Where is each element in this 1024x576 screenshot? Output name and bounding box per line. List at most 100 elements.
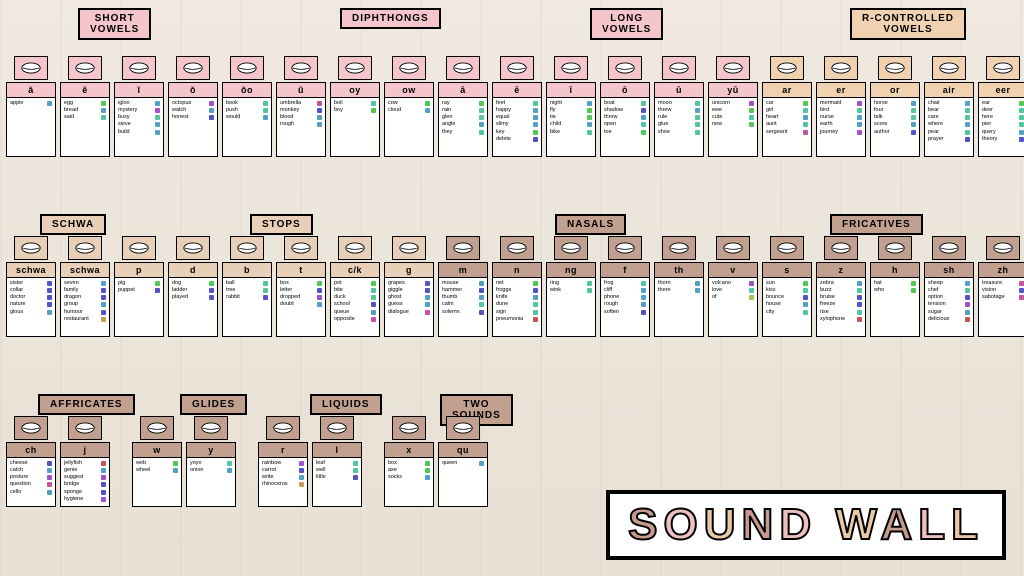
- phoneme-card: ōboatshadowthrowopentoe: [600, 82, 650, 157]
- card-words: balltreerabbit: [223, 278, 271, 336]
- phoneme-card: shsheepchefoptiontensionsugardelicious: [924, 262, 974, 337]
- section-label: STOPS: [250, 214, 313, 235]
- card-header: n: [493, 263, 541, 278]
- sound-column: chcheesecatchposturequestioncello: [6, 416, 56, 507]
- card-words: igloomysterybusysievebuild: [115, 98, 163, 156]
- phoneme-card: schwasistercollardoctornatureglous: [6, 262, 56, 337]
- mouth-icon: [878, 236, 912, 260]
- mouth-icon: [662, 56, 696, 80]
- phoneme-card: wwebwheel: [132, 442, 182, 507]
- card-header: m: [439, 263, 487, 278]
- sound-column: zhtreasurevisionsabotage: [978, 236, 1024, 337]
- sound-column: ĕeggbreadsaid: [60, 56, 110, 157]
- phoneme-card: zhtreasurevisionsabotage: [978, 262, 1024, 337]
- phoneme-card: ssunkissbouncehousecity: [762, 262, 812, 337]
- mouth-icon: [338, 56, 372, 80]
- card-header: ā: [439, 83, 487, 98]
- phoneme-card: zzebrabuzzbruisefreezerisexylophone: [816, 262, 866, 337]
- phoneme-card: ēfeethappyequalslimykeydelete: [492, 82, 542, 157]
- sound-column: ddogladderplayed: [168, 236, 218, 337]
- card-words: octopuswatchhonest: [169, 98, 217, 156]
- phoneme-card: ĭigloomysterybusysievebuild: [114, 82, 164, 157]
- sound-column: ōboatshadowthrowopentoe: [600, 56, 650, 157]
- phoneme-card: ĕeggbreadsaid: [60, 82, 110, 157]
- sound-column: lleafwelllittle: [312, 416, 362, 507]
- phoneme-card: xboxaxesocks: [384, 442, 434, 507]
- sound-column: ngringwink: [546, 236, 596, 337]
- card-header: f: [601, 263, 649, 278]
- card-words: cargirlheartauntsergeant: [763, 98, 811, 156]
- phoneme-card: īnightflytiechildbike: [546, 82, 596, 157]
- card-header: d: [169, 263, 217, 278]
- mouth-icon: [716, 236, 750, 260]
- sound-column: ppigpuppet: [114, 236, 164, 337]
- section-label: SHORTVOWELS: [78, 8, 151, 40]
- mouth-icon: [68, 416, 102, 440]
- card-words: ringwink: [547, 278, 595, 336]
- card-words: jellyfishgeniesuggestbridgespongehygiene: [61, 458, 109, 506]
- mouth-icon: [824, 236, 858, 260]
- sound-wall-title: SOUND WALL: [606, 490, 1006, 560]
- card-header: y: [187, 443, 235, 458]
- card-header: l: [313, 443, 361, 458]
- card-words: frogcliffphoneroughsoften: [601, 278, 649, 336]
- phoneme-card: ngringwink: [546, 262, 596, 337]
- sound-column: ăapple: [6, 56, 56, 157]
- card-header: ō: [601, 83, 649, 98]
- sound-column: zzebrabuzzbruisefreezerisexylophone: [816, 236, 866, 337]
- sound-column: oyboilboy: [330, 56, 380, 157]
- mouth-icon: [320, 416, 354, 440]
- card-words: dogladderplayed: [169, 278, 217, 336]
- sound-column: schwasistercollardoctornatureglous: [6, 236, 56, 337]
- mouth-icon: [194, 416, 228, 440]
- phoneme-card: hhatwho: [870, 262, 920, 337]
- card-header: ow: [385, 83, 433, 98]
- phoneme-card: lleafwelllittle: [312, 442, 362, 507]
- sound-column: schwasevenfamilydragongrouphumourrestaur…: [60, 236, 110, 337]
- sound-column: ssunkissbouncehousecity: [762, 236, 812, 337]
- card-header: ĭ: [115, 83, 163, 98]
- card-words: webwheel: [133, 458, 181, 506]
- card-header: h: [871, 263, 919, 278]
- phoneme-card: ŏobookpushwould: [222, 82, 272, 157]
- mouth-icon: [770, 56, 804, 80]
- mouth-icon: [554, 56, 588, 80]
- sound-column: hhatwho: [870, 236, 920, 337]
- card-header: ar: [763, 83, 811, 98]
- sound-column: ārayrainglenanglethey: [438, 56, 488, 157]
- phoneme-card: mmousehammerthumbcalmsolemn: [438, 262, 488, 337]
- mouth-icon: [500, 236, 534, 260]
- sound-column: ŭumbrellamonkeybloodrough: [276, 56, 326, 157]
- card-header: ē: [493, 83, 541, 98]
- mouth-icon: [230, 236, 264, 260]
- card-words: leafwelllittle: [313, 458, 361, 506]
- sound-column: ŏobookpushwould: [222, 56, 272, 157]
- phoneme-card: yyoyoonion: [186, 442, 236, 507]
- card-words: umbrellamonkeybloodrough: [277, 98, 325, 156]
- card-header: w: [133, 443, 181, 458]
- card-header: g: [385, 263, 433, 278]
- card-words: yoyoonion: [187, 458, 235, 506]
- mouth-icon: [14, 236, 48, 260]
- mouth-icon: [68, 56, 102, 80]
- phoneme-card: chcheesecatchposturequestioncello: [6, 442, 56, 507]
- section-label: DIPHTHONGS: [340, 8, 441, 29]
- card-words: unicornewecutenew: [709, 98, 757, 156]
- phoneme-card: ermermaidbirdnurseearthjourney: [816, 82, 866, 157]
- card-header: ŏo: [223, 83, 271, 98]
- section-label: R-CONTROLLEDVOWELS: [850, 8, 966, 40]
- phoneme-card: ūmoonthrewruleglueshoe: [654, 82, 704, 157]
- card-header: ŏ: [169, 83, 217, 98]
- card-header: j: [61, 443, 109, 458]
- sound-column: rrainbowcarrotwriterhinoceros: [258, 416, 308, 507]
- card-words: thornthere: [655, 278, 703, 336]
- section-label: AFFRICATES: [38, 394, 135, 415]
- phoneme-card: ppigpuppet: [114, 262, 164, 337]
- card-header: ĕ: [61, 83, 109, 98]
- mouth-icon: [446, 56, 480, 80]
- section-label: NASALS: [555, 214, 626, 235]
- mouth-icon: [608, 236, 642, 260]
- sound-column: ffrogcliffphoneroughsoften: [600, 236, 650, 337]
- sound-column: tboxletterdroppeddoubt: [276, 236, 326, 337]
- card-words: zebrabuzzbruisefreezerisexylophone: [817, 278, 865, 336]
